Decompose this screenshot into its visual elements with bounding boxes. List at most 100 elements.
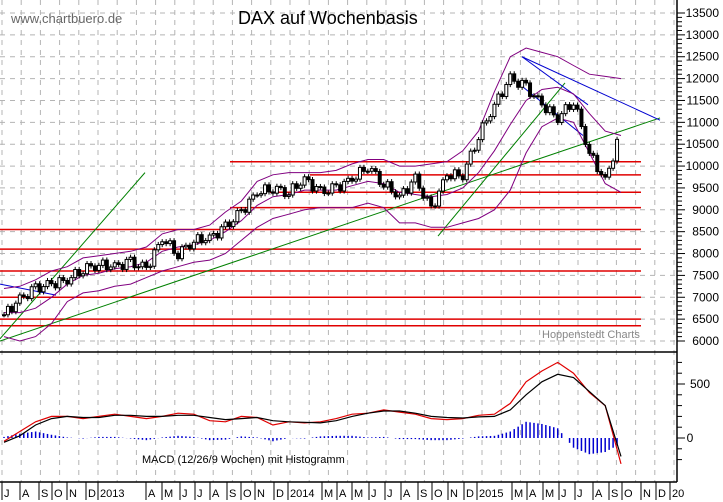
candle-body xyxy=(160,241,165,246)
candle-body xyxy=(496,93,501,105)
candle-body xyxy=(211,233,216,236)
candle-body xyxy=(17,294,22,304)
candle-body xyxy=(116,262,121,265)
candle-body xyxy=(298,184,303,189)
candle-body xyxy=(460,175,465,181)
candle-body xyxy=(508,73,513,86)
candle-body xyxy=(278,185,283,189)
candle-body xyxy=(239,209,244,212)
month-label: J xyxy=(561,488,567,500)
candle-body xyxy=(164,241,169,245)
candle-body xyxy=(108,266,113,271)
candle-body xyxy=(187,244,192,250)
candle-body xyxy=(492,103,497,118)
candle-body xyxy=(251,194,256,200)
candle-body xyxy=(468,150,473,165)
candle-body xyxy=(488,116,493,122)
candle-body xyxy=(334,183,339,186)
month-label: J xyxy=(387,488,393,500)
month-label: 2014 xyxy=(290,488,314,500)
price-axis-label: 12000 xyxy=(686,72,720,86)
macd-panel-label: MACD (12/26/9 Wochen) mit Histogramm xyxy=(142,454,345,466)
price-axis-label: 9000 xyxy=(692,203,719,217)
candle-body xyxy=(120,263,125,270)
candle-body xyxy=(235,210,240,223)
candle-body xyxy=(583,126,588,145)
candle-body xyxy=(587,143,592,154)
candle-body xyxy=(346,177,351,182)
candle-body xyxy=(33,283,38,288)
candle-body xyxy=(69,277,74,285)
candle-body xyxy=(452,169,457,180)
candle-body xyxy=(9,305,14,313)
candle-body xyxy=(53,283,58,289)
month-label: S xyxy=(41,488,48,500)
candle-body xyxy=(342,180,347,192)
month-label: O xyxy=(243,488,252,500)
candle-body xyxy=(350,177,355,182)
candle-body xyxy=(543,104,548,114)
bollinger-lower xyxy=(3,117,622,342)
candle-body xyxy=(37,283,42,293)
candle-body xyxy=(132,256,137,269)
price-axis-label: 12500 xyxy=(686,50,720,64)
month-label: A xyxy=(403,488,411,500)
candle-body xyxy=(286,194,291,197)
trendline-long xyxy=(0,117,661,342)
candle-body xyxy=(381,183,386,188)
month-label: O xyxy=(624,488,633,500)
candle-body xyxy=(338,184,343,192)
month-label: M xyxy=(164,488,173,500)
candle-body xyxy=(77,269,82,277)
month-label: D xyxy=(466,488,474,500)
candle-body xyxy=(227,221,232,228)
candle-body xyxy=(377,170,382,185)
month-label: D xyxy=(276,488,284,500)
candle-body xyxy=(401,188,406,196)
candle-body xyxy=(148,265,153,268)
candle-body xyxy=(89,263,94,267)
candle-body xyxy=(397,194,402,198)
candle-body xyxy=(85,263,90,275)
candle-body xyxy=(223,221,228,228)
price-axis-label: 13500 xyxy=(686,6,720,20)
candle-body xyxy=(176,252,181,260)
candle-body xyxy=(354,178,359,182)
candle-body xyxy=(152,249,157,267)
month-label: S xyxy=(611,488,618,500)
candle-body xyxy=(29,286,34,300)
candle-body xyxy=(21,294,26,298)
month-label: O xyxy=(434,488,443,500)
candle-body xyxy=(282,187,287,197)
candle-body xyxy=(172,240,177,254)
candle-body xyxy=(524,79,529,84)
candle-body xyxy=(456,169,461,177)
candle-body xyxy=(409,181,414,194)
candle-body xyxy=(476,139,481,151)
month-label: N xyxy=(257,488,265,500)
month-label: O xyxy=(54,488,63,500)
price-axis-label: 11000 xyxy=(687,115,720,129)
candle-body xyxy=(112,262,117,268)
candle-body xyxy=(25,296,30,300)
month-label: A xyxy=(22,488,30,500)
price-axis-label: 10000 xyxy=(686,159,720,173)
candle-body xyxy=(393,191,398,198)
candle-body xyxy=(290,183,295,196)
candle-body xyxy=(92,265,97,271)
trendline-blue-mid xyxy=(521,56,589,106)
price-axis-label: 11500 xyxy=(687,93,720,107)
candle-body xyxy=(168,240,173,245)
month-label: A xyxy=(148,488,156,500)
candle-body xyxy=(433,205,438,208)
candle-body xyxy=(425,196,430,199)
price-axis-label: 9500 xyxy=(692,181,719,195)
price-axis-label: 13000 xyxy=(686,28,720,42)
candle-body xyxy=(575,104,580,110)
site-url: www.chartbuero.de xyxy=(11,11,123,26)
month-label: J xyxy=(577,488,583,500)
candle-body xyxy=(516,80,521,88)
month-label: M xyxy=(354,488,363,500)
month-label: M xyxy=(514,488,523,500)
